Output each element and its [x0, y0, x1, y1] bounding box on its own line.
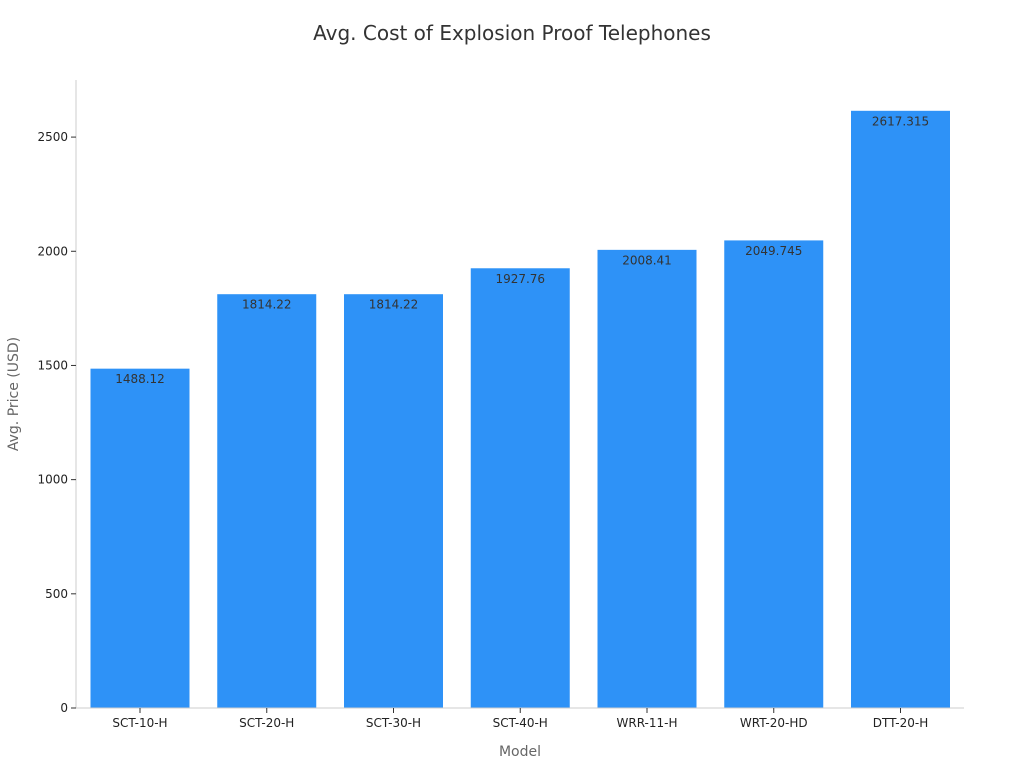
data-label-sct-20-h: 1814.22	[242, 298, 292, 312]
y-axis-label: Avg. Price (USD)	[6, 337, 22, 451]
x-tick-label: WRR-11-H	[616, 716, 677, 730]
x-tick-label: SCT-40-H	[493, 716, 548, 730]
chart-title: Avg. Cost of Explosion Proof Telephones	[313, 21, 711, 45]
data-label-sct-30-h: 1814.22	[369, 298, 419, 312]
y-tick-label: 2500	[37, 130, 68, 144]
x-tick-label: SCT-30-H	[366, 716, 421, 730]
bar-wrr-11-h	[596, 248, 698, 709]
bar-sct-40-h	[469, 267, 571, 709]
y-tick-label: 1500	[37, 358, 68, 372]
data-label-dtt-20-h: 2617.315	[872, 114, 929, 128]
x-axis-label: Model	[499, 744, 541, 760]
y-tick-label: 2000	[37, 244, 68, 258]
bar-sct-30-h	[343, 293, 444, 709]
x-tick-label: SCT-20-H	[239, 716, 294, 730]
data-label-wrr-11-h: 2008.41	[622, 253, 672, 267]
bar-sct-20-h	[216, 293, 318, 709]
data-labels-group: 1488.12 1814.22 1814.22 1927.76 2008.41 2049.…	[115, 114, 929, 386]
y-tick-label: 500	[45, 587, 68, 601]
y-axis: 0 500 1000 1500 2000 2500	[37, 80, 77, 715]
x-tick-label: SCT-10-H	[112, 716, 167, 730]
y-tick-label: 0	[60, 701, 68, 715]
bar-sct-10-h	[89, 367, 191, 709]
x-tick-label: DTT-20-H	[873, 716, 929, 730]
x-tick-label: WRT-20-HD	[740, 716, 808, 730]
bars-group	[89, 109, 951, 709]
data-label-sct-40-h: 1927.76	[495, 272, 545, 286]
data-label-wrt-20-hd: 2049.745	[745, 244, 802, 258]
data-label-sct-10-h: 1488.12	[115, 372, 165, 386]
y-tick-label: 1000	[37, 473, 68, 487]
bar-dtt-20-h	[850, 109, 951, 709]
bar-wrt-20-hd	[723, 239, 825, 709]
x-axis: SCT-10-H SCT-20-H SCT-30-H SCT-40-H WRR-11-H…	[76, 707, 964, 730]
